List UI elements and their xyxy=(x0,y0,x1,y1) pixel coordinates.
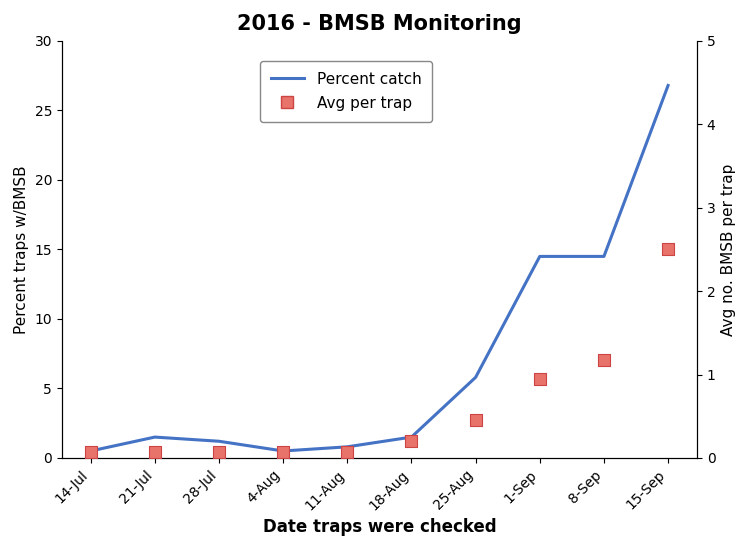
Point xyxy=(213,448,225,456)
Point xyxy=(470,416,482,425)
Point xyxy=(85,448,97,456)
X-axis label: Date traps were checked: Date traps were checked xyxy=(262,518,496,536)
Legend: Percent catch, Avg per trap: Percent catch, Avg per trap xyxy=(260,61,432,122)
Title: 2016 - BMSB Monitoring: 2016 - BMSB Monitoring xyxy=(237,14,522,34)
Point xyxy=(406,437,418,446)
Point xyxy=(534,375,546,383)
Y-axis label: Percent traps w/BMSB: Percent traps w/BMSB xyxy=(14,165,29,334)
Point xyxy=(662,245,674,254)
Point xyxy=(148,448,160,456)
Point xyxy=(341,448,353,456)
Point xyxy=(598,355,610,364)
Point xyxy=(278,448,290,456)
Y-axis label: Avg no. BMSB per trap: Avg no. BMSB per trap xyxy=(721,163,736,336)
